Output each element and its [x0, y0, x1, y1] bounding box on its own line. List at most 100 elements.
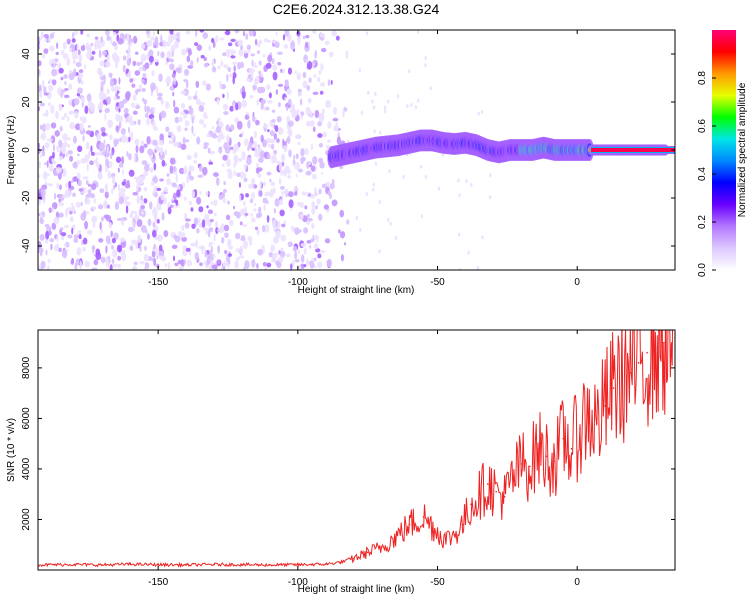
spectrogram-noise-blob — [150, 86, 154, 94]
spectrogram-noise-blob — [263, 38, 269, 43]
spectrogram-noise-blob — [332, 106, 338, 115]
spectrogram-noise-blob — [256, 99, 260, 106]
spectrogram-noise-blob — [69, 210, 73, 215]
spectrogram-noise-blob — [251, 217, 256, 223]
spectrogram-noise-blob — [209, 218, 214, 223]
spectrogram-noise-blob — [160, 51, 165, 59]
spectrogram-noise-blob — [47, 102, 51, 107]
spectrogram-noise-blob — [222, 93, 225, 99]
x-tick-label: -150 — [148, 277, 168, 288]
spectrogram-noise-blob — [132, 265, 138, 270]
spectrogram-noise-blob — [266, 171, 272, 176]
spectrogram-noise-blob — [46, 138, 53, 142]
spectrogram-noise-blob — [282, 68, 285, 74]
spectrogram-noise-blob — [292, 260, 295, 268]
spectrogram-noise-blob — [259, 39, 263, 45]
spectrogram-noise-blob — [371, 187, 375, 192]
spectrogram-noise-blob — [374, 161, 378, 166]
spectrogram-noise-blob — [140, 43, 146, 50]
spectrogram-noise-blob — [311, 222, 315, 230]
spectrogram-noise-blob — [188, 200, 193, 206]
spectrogram-noise-blob — [73, 237, 79, 243]
spectrogram-noise-blob — [323, 204, 329, 210]
spectrogram-noise-blob — [50, 135, 56, 144]
spectrogram-noise-blob — [310, 142, 313, 151]
spectrogram-noise-blob — [203, 123, 207, 129]
spectrogram-noise-blob — [74, 123, 81, 131]
spectrogram-noise-blob — [185, 79, 189, 89]
spectrogram-noise-blob — [154, 36, 159, 45]
spectrogram-noise-blob — [271, 58, 275, 65]
spectrogram-noise-blob — [292, 245, 297, 252]
spectrogram-noise-blob — [257, 248, 263, 256]
spectrogram-noise-blob — [227, 42, 233, 47]
spectrogram-noise-blob — [55, 110, 59, 120]
spectrogram-noise-blob — [217, 117, 221, 121]
spectrogram-noise-blob — [226, 91, 229, 100]
spectrogram-noise-blob — [137, 119, 141, 126]
spectrogram-noise-blob — [263, 123, 268, 129]
snr-data-point — [310, 563, 313, 566]
spectrogram-noise-blob — [166, 178, 171, 186]
spectrogram-noise-blob — [241, 85, 245, 93]
spectrogram-noise-blob — [184, 68, 190, 76]
spectrogram-noise-blob — [250, 198, 254, 204]
spectrogram-noise-blob — [73, 210, 76, 215]
spectrogram-noise-blob — [241, 90, 246, 99]
spectrogram-noise-blob — [122, 98, 128, 104]
spectrogram-noise-blob — [109, 264, 113, 270]
spectrogram-noise-blob — [296, 109, 300, 115]
spectrogram-noise-blob — [274, 41, 280, 49]
spectrogram-noise-blob — [77, 153, 80, 157]
spectrogram-noise-blob — [171, 51, 174, 57]
spectrogram-noise-blob — [108, 72, 113, 78]
spectrogram-noise-blob — [174, 236, 181, 243]
spectrogram-noise-blob — [165, 101, 170, 109]
spectrogram-noise-blob — [82, 135, 85, 142]
spectrogram-noise-blob — [233, 211, 239, 217]
spectrogram-noise-blob — [66, 57, 71, 67]
spectrogram-noise-blob — [195, 239, 199, 248]
spectrogram-noise-blob — [44, 239, 49, 244]
spectrogram-noise-blob — [299, 98, 303, 106]
spectrogram-noise-blob — [238, 157, 243, 163]
spectrogram-noise-blob — [184, 222, 190, 229]
spectrogram-noise-blob — [128, 136, 131, 143]
spectrogram-noise-blob — [309, 110, 312, 119]
spectrogram-noise-blob — [84, 260, 90, 268]
spectrogram-noise-blob — [115, 113, 120, 122]
spectrogram-noise-blob — [272, 187, 276, 194]
spectrogram-noise-blob — [198, 164, 203, 172]
spectrogram-noise-blob — [78, 188, 84, 192]
spectrogram-noise-blob — [336, 136, 341, 145]
spectrogram-noise-blob — [48, 230, 52, 236]
spectrogram-noise-blob — [76, 247, 82, 256]
spectrogram-noise-blob — [118, 108, 121, 113]
spectrogram-noise-blob — [317, 76, 321, 83]
spectrogram-noise-blob — [44, 173, 50, 177]
spectrogram-noise-blob — [278, 250, 281, 255]
spectrogram-noise-blob — [48, 84, 54, 92]
spectrogram-noise-blob — [244, 212, 249, 216]
spectrogram-noise-blob — [234, 117, 239, 124]
spectrogram-noise-blob — [97, 67, 103, 75]
spectrogram-noise-blob — [396, 94, 400, 99]
spectrogram-noise-blob — [96, 40, 102, 50]
spectrogram-noise-blob — [273, 149, 278, 155]
spectrogram-noise-blob — [280, 153, 286, 163]
spectrogram-noise-blob — [95, 156, 98, 164]
spectrogram-noise-blob — [55, 51, 59, 56]
spectrogram-noise-blob — [132, 35, 138, 44]
spectrogram-noise-blob — [184, 212, 188, 220]
spectrogram-noise-blob — [303, 247, 307, 255]
spectrogram-noise-blob — [112, 31, 117, 36]
spectrogram-noise-blob — [104, 183, 108, 192]
spectrogram-panel: -150 -100 -50 0 -40 -20 0 20 40 Height of straig… — [6, 29, 676, 296]
spectrogram-noise-blob — [294, 250, 298, 260]
spectrogram-noise-blob — [277, 101, 281, 108]
spectrogram-noise-blob — [389, 221, 392, 226]
spectrogram-noise-blob — [191, 223, 196, 229]
spectrogram-noise-blob — [155, 85, 159, 95]
spectrogram-noise-blob — [264, 224, 270, 233]
spectrogram-noise-blob — [133, 227, 136, 232]
